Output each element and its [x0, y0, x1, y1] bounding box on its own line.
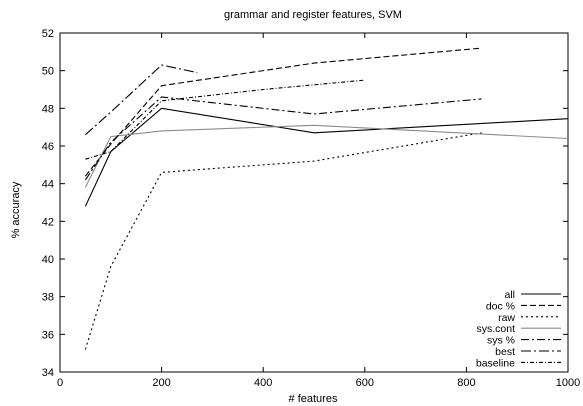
y-tick-label: 42 [42, 216, 54, 228]
legend-label: all [504, 289, 515, 301]
x-tick-label: 600 [356, 377, 374, 389]
y-tick-label: 34 [42, 367, 54, 379]
y-tick-label: 44 [42, 179, 54, 191]
series-line-sys-cont [84, 124, 569, 188]
series-line-baseline [85, 79, 365, 160]
y-tick-label: 46 [42, 141, 54, 153]
y-tick-label: 40 [42, 254, 54, 266]
legend-label: sys.cont [476, 323, 515, 335]
legend-label: sys % [487, 335, 515, 347]
legend-label: raw [498, 312, 515, 324]
y-tick-label: 50 [42, 66, 54, 78]
x-tick-label: 1000 [556, 377, 580, 389]
y-tick-label: 38 [42, 292, 54, 304]
y-axis-label: % accuracy [10, 181, 22, 238]
plot-frame [59, 32, 569, 373]
legend-label: baseline [476, 357, 515, 369]
x-tick-label: 0 [57, 377, 63, 389]
series-line-all [84, 107, 569, 207]
y-tick-label: 52 [42, 28, 54, 40]
y-tick-label: 36 [42, 329, 54, 341]
legend-label: best [495, 346, 515, 358]
y-tick-label: 48 [42, 103, 54, 115]
x-axis-label: # features [289, 393, 338, 405]
series-line-sys [84, 96, 482, 181]
x-tick-label: 200 [152, 377, 170, 389]
series-line-raw [84, 132, 482, 350]
series-lines [84, 47, 569, 350]
x-tick-label: 400 [254, 377, 272, 389]
series-line-best [85, 64, 198, 136]
legend-label: doc % [486, 300, 515, 312]
x-tick-label: 800 [457, 377, 475, 389]
axis-ticks: 0 200 400 600 800 1000 34 36 38 40 42 44 46 48 50 52 [42, 28, 580, 389]
series-line-doc [84, 47, 482, 177]
chart-title: grammar and register features, SVM [224, 9, 402, 21]
